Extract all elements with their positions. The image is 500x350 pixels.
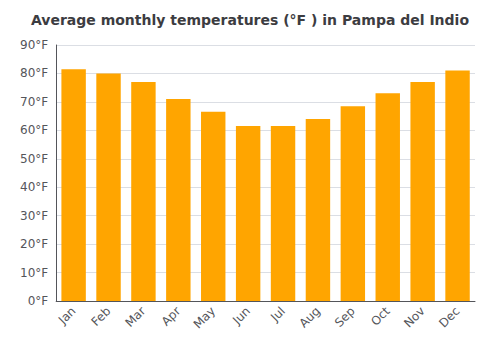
svg-text:0°F: 0°F [28,294,49,308]
svg-text:Oct: Oct [368,304,393,329]
svg-text:Nov: Nov [401,304,427,330]
svg-text:Average monthly temperatures (: Average monthly temperatures (°F ) in Pa… [31,12,469,28]
svg-text:30°F: 30°F [20,209,48,223]
svg-text:Jun: Jun [229,304,253,328]
svg-text:80°F: 80°F [20,66,48,80]
svg-text:Dec: Dec [436,304,462,330]
svg-text:90°F: 90°F [20,38,48,52]
svg-text:Jan: Jan [55,304,79,328]
svg-text:Mar: Mar [122,304,148,330]
svg-text:20°F: 20°F [20,237,48,251]
svg-text:Apr: Apr [159,304,184,329]
svg-text:50°F: 50°F [20,152,48,166]
svg-text:10°F: 10°F [20,266,48,280]
svg-text:70°F: 70°F [20,95,48,109]
svg-text:May: May [191,304,218,331]
svg-text:60°F: 60°F [20,123,48,137]
svg-text:Aug: Aug [296,304,322,330]
svg-text:Sep: Sep [332,304,358,330]
svg-text:40°F: 40°F [20,180,48,194]
svg-text:Feb: Feb [89,304,114,329]
svg-text:Jul: Jul [267,304,288,325]
